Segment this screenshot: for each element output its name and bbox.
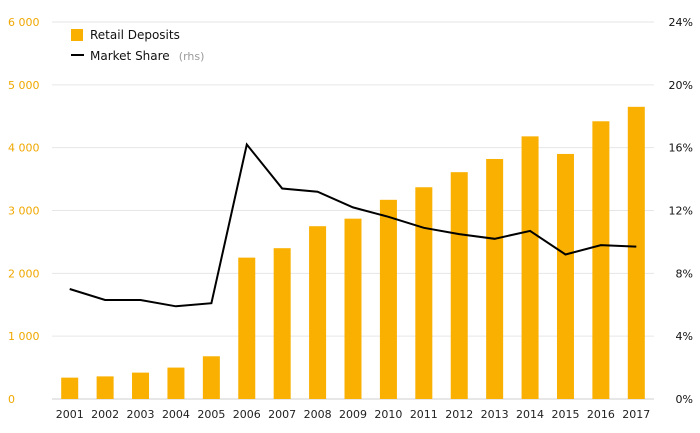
right-tick-label: 8% — [676, 267, 693, 280]
x-tick-label: 2015 — [551, 408, 579, 421]
right-axis: 0% 4% 8% 12% 16% 20% 24% — [669, 16, 693, 406]
line-series — [69, 142, 637, 308]
x-tick-label: 2009 — [339, 408, 367, 421]
x-tick-label: 2002 — [91, 408, 119, 421]
bar-2006 — [238, 257, 256, 399]
bar-2011 — [415, 187, 433, 399]
x-tick-label: 2006 — [233, 408, 261, 421]
market-share-line — [69, 142, 637, 308]
bar-2005 — [202, 356, 220, 399]
left-axis: 0 1 000 2 000 3 000 4 000 5 000 6 000 — [8, 16, 40, 406]
x-axis: 2001 2002 2003 2004 2005 2006 2007 2008 2009 2010… — [56, 408, 651, 421]
x-tick-label: 2011 — [410, 408, 438, 421]
legend-label-retail-deposits: Retail Deposits — [90, 28, 180, 42]
right-tick-label: 16% — [669, 142, 693, 155]
x-tick-label: 2003 — [127, 408, 155, 421]
legend-label-rhs: (rhs) — [179, 50, 205, 63]
x-tick-label: 2017 — [622, 408, 650, 421]
bar-2007 — [273, 248, 291, 399]
bar-2001 — [61, 377, 79, 399]
right-tick-label: 24% — [669, 16, 693, 29]
right-tick-label: 0% — [676, 393, 693, 406]
bar-2002 — [96, 376, 114, 399]
bar-2003 — [132, 372, 150, 399]
bar-2009 — [344, 218, 362, 399]
legend-label-market-share-name: Market Share — [90, 49, 170, 63]
bar-2015 — [556, 153, 574, 399]
left-tick-label: 2 000 — [8, 267, 40, 280]
bar-2016 — [592, 121, 610, 399]
left-tick-label: 1 000 — [8, 330, 40, 343]
bar-2017 — [627, 106, 645, 399]
bar-2008 — [309, 226, 327, 399]
x-tick-label: 2005 — [197, 408, 225, 421]
left-tick-label: 5 000 — [8, 79, 40, 92]
x-tick-label: 2016 — [587, 408, 615, 421]
left-tick-label: 0 — [8, 393, 15, 406]
x-tick-label: 2010 — [374, 408, 402, 421]
x-tick-label: 2004 — [162, 408, 190, 421]
legend-label-market-share: Market Share (rhs) — [90, 45, 204, 64]
bar-2013 — [486, 158, 504, 399]
left-tick-label: 6 000 — [8, 16, 40, 29]
bar-2012 — [450, 172, 468, 399]
x-tick-label: 2007 — [268, 408, 296, 421]
left-tick-label: 3 000 — [8, 205, 40, 218]
x-tick-label: 2008 — [304, 408, 332, 421]
x-tick-label: 2001 — [56, 408, 84, 421]
gridlines — [52, 21, 654, 400]
legend-swatch-retail-deposits — [71, 29, 83, 41]
bar-2014 — [521, 136, 539, 399]
x-tick-label: 2013 — [481, 408, 509, 421]
left-tick-label: 4 000 — [8, 142, 40, 155]
bar-2004 — [167, 367, 185, 399]
x-tick-label: 2014 — [516, 408, 544, 421]
bar-2010 — [379, 199, 397, 399]
bars — [61, 106, 645, 399]
right-tick-label: 4% — [676, 330, 693, 343]
x-tick-label: 2012 — [445, 408, 473, 421]
legend: Retail Deposits Market Share (rhs) — [71, 28, 204, 64]
right-tick-label: 12% — [669, 205, 693, 218]
right-tick-label: 20% — [669, 79, 693, 92]
